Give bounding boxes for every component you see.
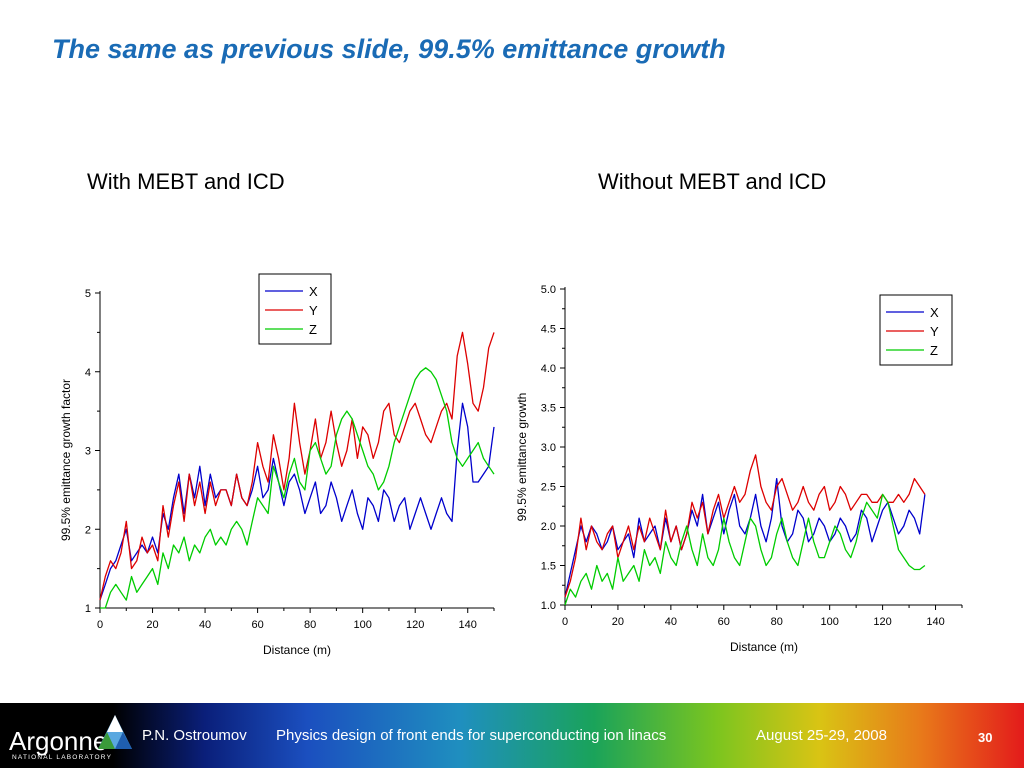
x-tick-label: 0 — [97, 619, 103, 631]
legend-label-y: Y — [930, 324, 939, 339]
y-tick-label: 2.5 — [541, 482, 556, 494]
argonne-logo-icon — [98, 715, 132, 749]
slide-title: The same as previous slide, 99.5% emitta… — [52, 34, 726, 64]
legend-box — [879, 294, 953, 366]
left-chart-subtitle: With MEBT and ICD — [87, 169, 285, 194]
talk-date: August 25-29, 2008 — [756, 727, 887, 744]
series-line-z — [564, 493, 926, 606]
series-line-z — [100, 367, 495, 609]
x-axis-label: Distance (m) — [263, 643, 331, 657]
y-tick-label: 3.0 — [541, 442, 556, 454]
legend-label-x: X — [309, 284, 318, 299]
x-tick-label: 100 — [353, 619, 371, 631]
y-tick-label: 5 — [85, 288, 91, 300]
y-axis-label: 99.5% emittance growth — [515, 393, 529, 522]
argonne-logo-text: Argonne — [9, 726, 108, 756]
x-tick-label: 120 — [873, 616, 891, 628]
y-tick-label: 3 — [85, 446, 91, 458]
x-tick-label: 140 — [459, 619, 477, 631]
talk-title: Physics design of front ends for superco… — [276, 727, 667, 744]
y-tick-label: 3.5 — [541, 403, 556, 415]
x-tick-label: 140 — [926, 616, 944, 628]
x-tick-label: 120 — [406, 619, 424, 631]
y-axis-label: 99.5% emittance growth factor — [59, 379, 73, 541]
y-tick-label: 4.0 — [541, 363, 556, 375]
y-tick-label: 2 — [85, 524, 91, 536]
series-line-y — [564, 454, 926, 598]
x-tick-label: 40 — [665, 616, 677, 628]
presenter-name: P.N. Ostroumov — [142, 727, 247, 744]
x-tick-label: 20 — [612, 616, 624, 628]
x-tick-label: 60 — [718, 616, 730, 628]
legend-label-z: Z — [930, 343, 938, 358]
page-number: 30 — [978, 730, 993, 745]
footer-bar: Argonne NATIONAL LABORATORY P.N. Ostroum… — [0, 703, 1024, 768]
series-line-y — [99, 331, 495, 601]
x-tick-label: 0 — [562, 616, 568, 628]
y-tick-label: 5.0 — [541, 284, 556, 296]
series-line-x — [564, 477, 926, 598]
y-tick-label: 4.5 — [541, 324, 556, 336]
legend-label-x: X — [930, 305, 939, 320]
x-tick-label: 100 — [820, 616, 838, 628]
x-tick-label: 80 — [304, 619, 316, 631]
y-tick-label: 1.5 — [541, 561, 556, 573]
legend-label-y: Y — [309, 303, 318, 318]
legend-box — [258, 273, 332, 345]
y-tick-label: 1.0 — [541, 600, 556, 612]
right-chart-subtitle: Without MEBT and ICD — [598, 169, 827, 194]
x-tick-label: 20 — [146, 619, 158, 631]
x-tick-label: 60 — [251, 619, 263, 631]
argonne-logo-subtext: NATIONAL LABORATORY — [12, 754, 113, 761]
y-tick-label: 1 — [85, 603, 91, 615]
x-axis-label: Distance (m) — [730, 640, 798, 654]
x-tick-label: 80 — [771, 616, 783, 628]
y-tick-label: 2.0 — [541, 521, 556, 533]
y-tick-label: 4 — [85, 367, 91, 379]
legend-label-z: Z — [309, 322, 317, 337]
x-tick-label: 40 — [199, 619, 211, 631]
